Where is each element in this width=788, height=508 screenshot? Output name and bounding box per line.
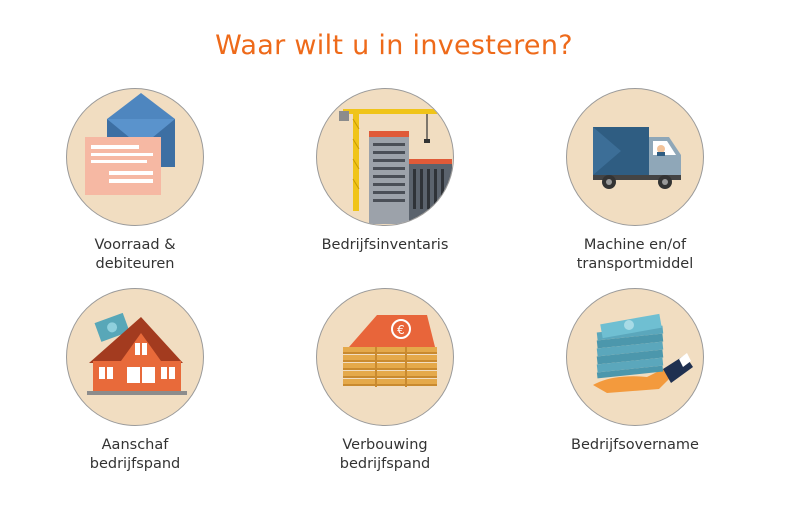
option-image-circle[interactable]: [66, 288, 204, 426]
option-label: Machine en/of transportmiddel: [576, 237, 694, 272]
option-image-circle[interactable]: [316, 88, 454, 226]
page-title: Waar wilt u in investeren?: [215, 30, 573, 61]
option-label: Aanschaf bedrijfspand: [89, 437, 181, 472]
svg-text:€: €: [397, 323, 405, 337]
option-aanschaf-bedrijfspand[interactable]: Aanschaf bedrijfspand: [35, 288, 235, 488]
option-image-circle[interactable]: [566, 288, 704, 426]
option-label: Voorraad & debiteuren: [94, 237, 176, 272]
option-voorraad-debiteuren[interactable]: Voorraad & debiteuren: [35, 88, 235, 288]
option-label: Verbouwing bedrijfspand: [339, 437, 431, 472]
option-label: Bedrijfsovername: [571, 437, 699, 453]
money-building-icon: €: [343, 315, 437, 387]
option-verbouwing-bedrijfspand[interactable]: € Verbouwing bedrijfspand: [285, 288, 485, 488]
envelope-invoice-icon: [85, 93, 175, 195]
construction-crane-icon: [339, 109, 452, 224]
option-image-circle[interactable]: [66, 88, 204, 226]
option-bedrijfsovername[interactable]: Bedrijfsovername: [535, 288, 735, 488]
option-image-circle[interactable]: [566, 88, 704, 226]
option-bedrijfsinventaris[interactable]: Bedrijfsinventaris: [285, 88, 485, 288]
delivery-truck-icon: [593, 127, 681, 189]
money-stack-hand-icon: [593, 313, 693, 393]
option-label: Bedrijfsinventaris: [321, 237, 449, 253]
house-icon: [87, 312, 187, 395]
option-image-circle[interactable]: €: [316, 288, 454, 426]
option-machine-transportmiddel[interactable]: Machine en/of transportmiddel: [535, 88, 735, 288]
